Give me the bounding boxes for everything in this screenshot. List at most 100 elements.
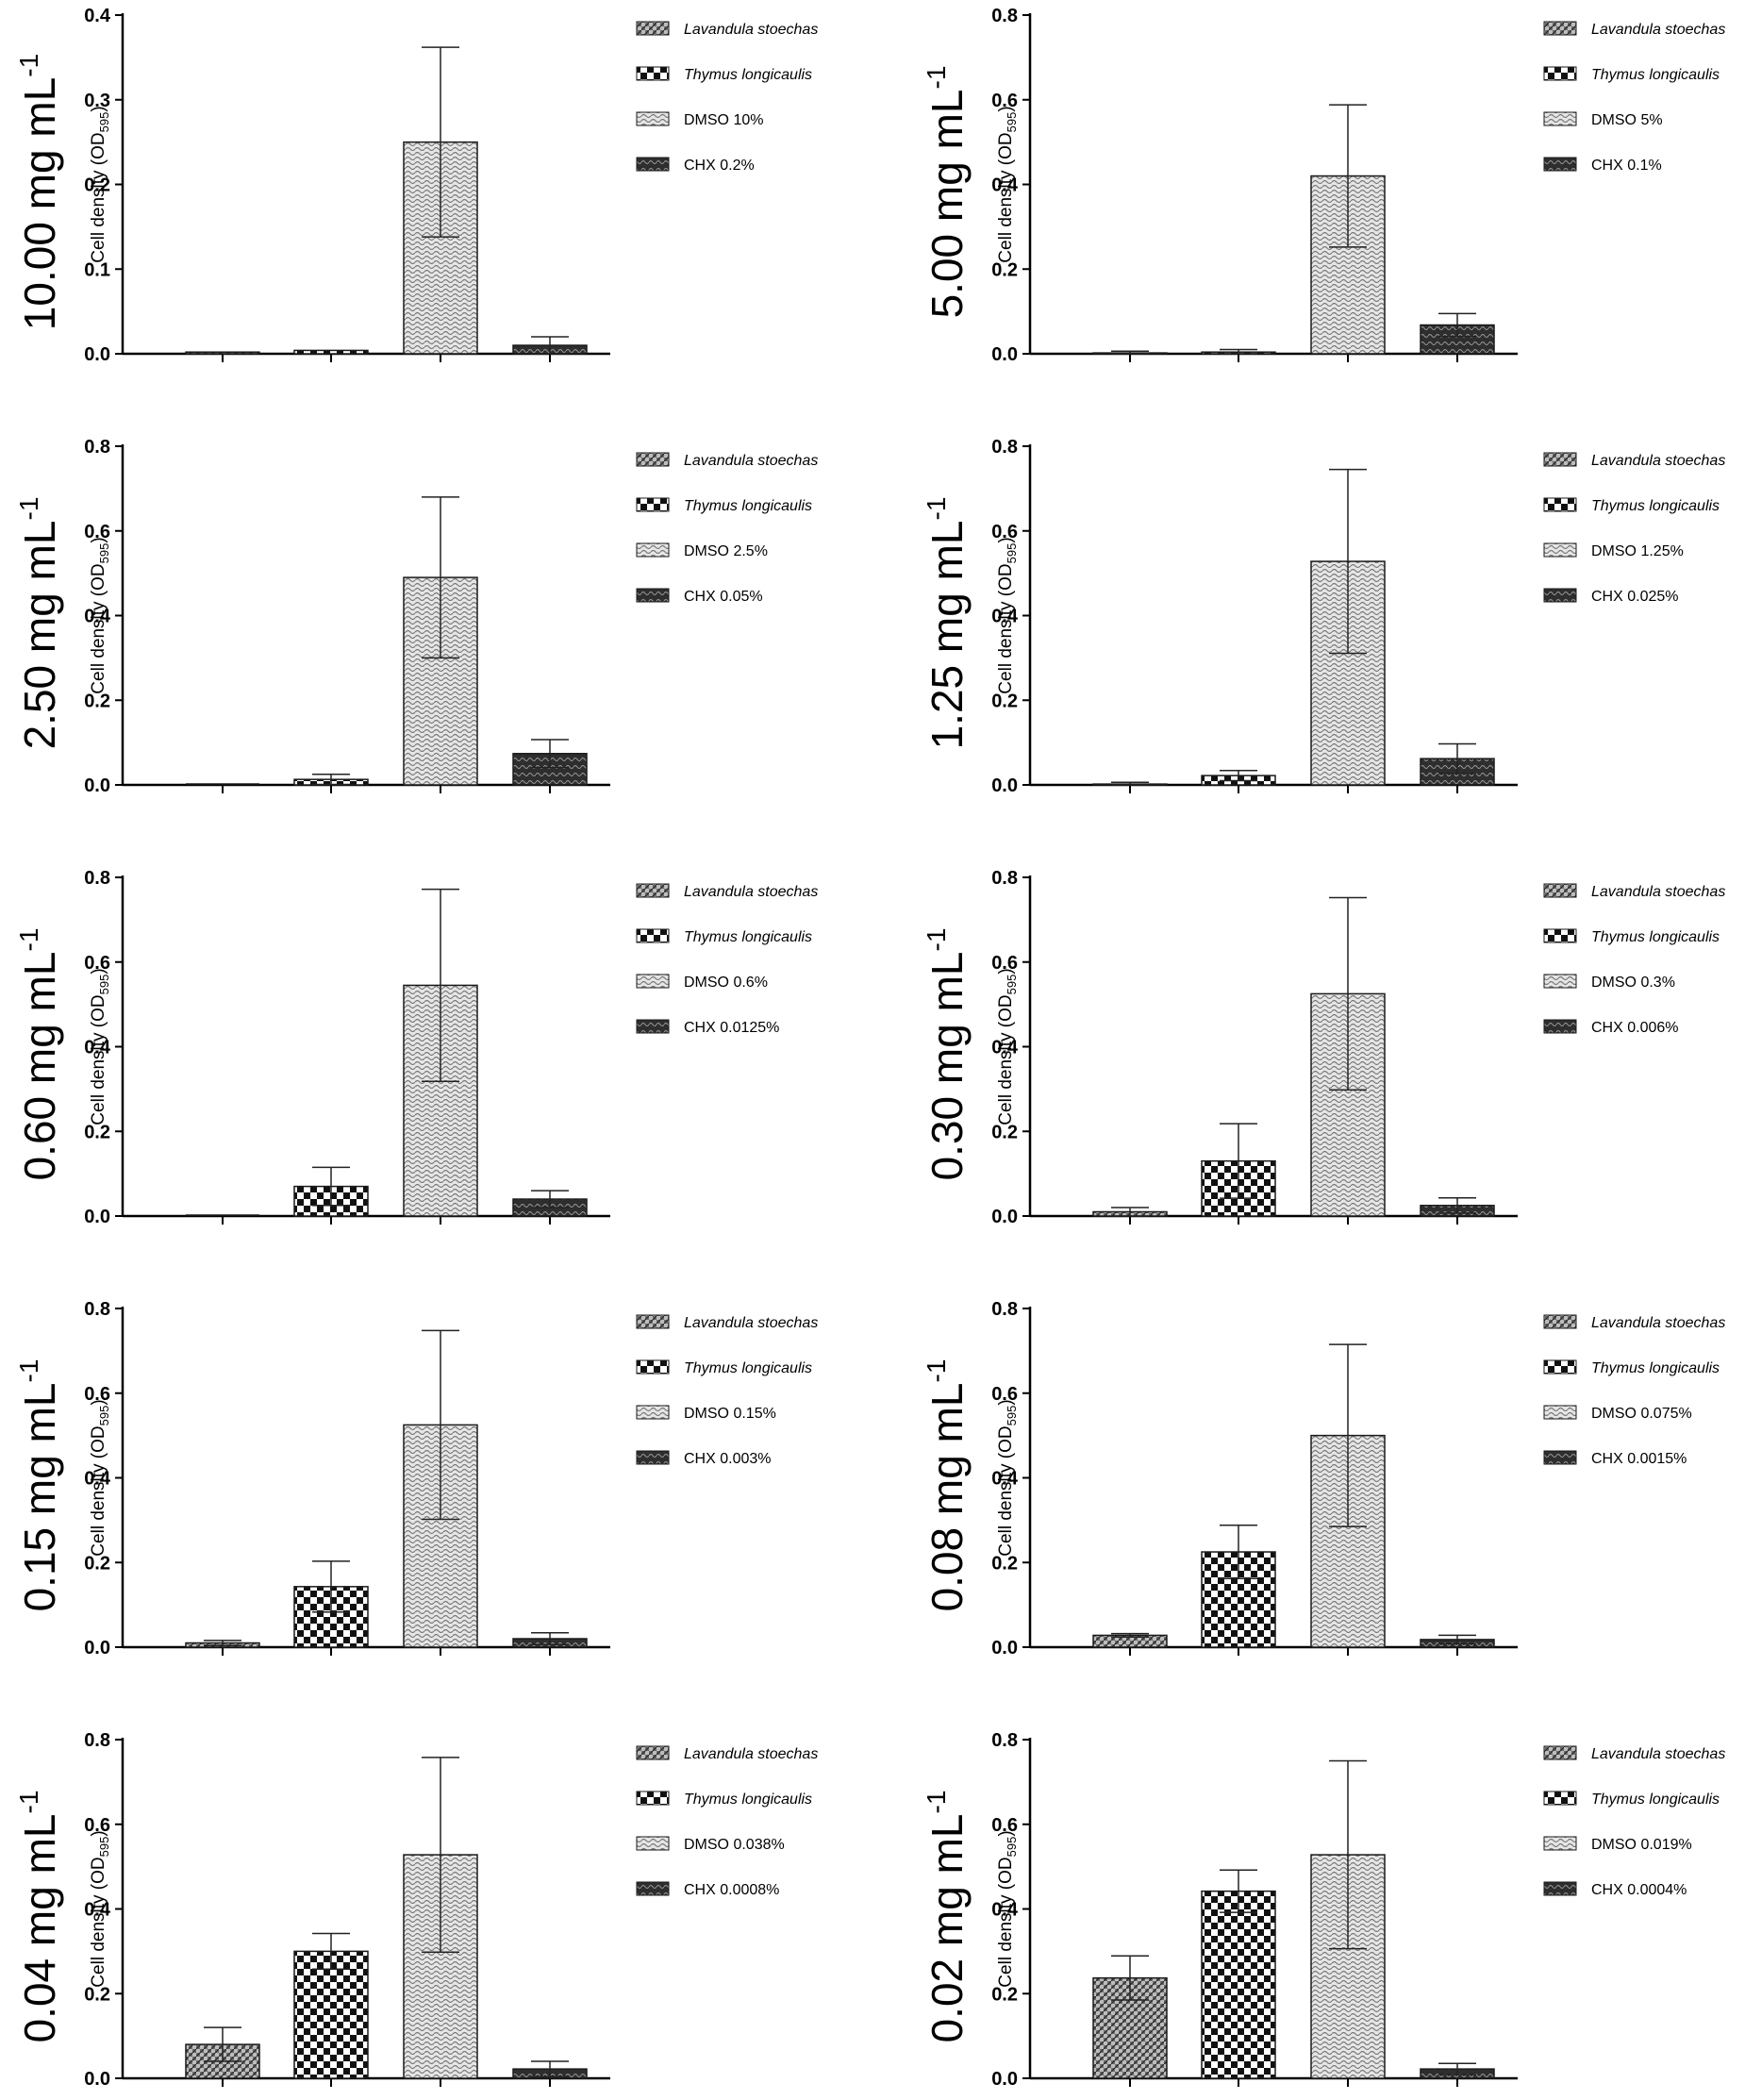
legend-swatch — [1543, 1405, 1577, 1420]
chart-panel-8: 0.08 mg mL-1 Cell density (OD595) 0.0 0.2 0.… — [922, 1299, 1725, 1658]
legend-swatch — [1543, 974, 1577, 989]
legend-label: Lavandula stoechas — [684, 1746, 818, 1762]
legend-swatch — [636, 1791, 670, 1806]
y-tick-label: 0.2 — [84, 175, 110, 196]
legend-label: DMSO 0.6% — [684, 975, 768, 991]
legend-swatch — [636, 1314, 670, 1329]
legend-label: DMSO 2.5% — [684, 543, 768, 559]
panel-title: 0.60 mg mL-1 — [14, 928, 64, 1181]
y-tick-label: 0.6 — [991, 953, 1018, 974]
legend-label: Lavandula stoechas — [684, 453, 818, 469]
legend-label: CHX 0.0125% — [684, 1020, 779, 1036]
legend-label: Thymus longicaulis — [1591, 929, 1720, 945]
panel-title-value: 0.60 — [15, 1096, 64, 1181]
y-tick-label: 0.6 — [84, 522, 110, 542]
panel-title-value: 1.25 — [922, 665, 972, 750]
legend-label: Thymus longicaulis — [684, 1792, 812, 1808]
legend-label: Lavandula stoechas — [1591, 884, 1725, 900]
legend-swatch — [636, 21, 670, 36]
legend-label: Thymus longicaulis — [1591, 498, 1720, 514]
legend-label: Thymus longicaulis — [1591, 1360, 1720, 1376]
legend-swatch — [636, 1019, 670, 1034]
legend-swatch — [636, 588, 670, 603]
y-tick-label: 0.4 — [84, 1038, 111, 1058]
legend-label: Lavandula stoechas — [1591, 22, 1725, 38]
legend-label: Lavandula stoechas — [684, 884, 818, 900]
y-tick-label: 0.0 — [991, 2069, 1018, 2090]
legend-swatch — [636, 157, 670, 172]
panel-title-exponent: -1 — [14, 928, 43, 952]
legend-swatch — [1543, 1745, 1577, 1760]
legend-label: DMSO 0.038% — [684, 1837, 785, 1853]
y-axis-label: Cell density (OD595) — [996, 106, 1019, 262]
legend-swatch — [636, 974, 670, 989]
legend-swatch — [1543, 1450, 1577, 1465]
legend-label: Thymus longicaulis — [684, 498, 812, 514]
legend-swatch — [1543, 1314, 1577, 1329]
y-tick-label: 0.8 — [991, 868, 1018, 889]
panel-title-value: 2.50 — [15, 665, 64, 750]
panel-title-exponent: -1 — [922, 66, 951, 90]
y-tick-label: 0.6 — [991, 522, 1018, 542]
y-tick-label: 0.4 — [84, 6, 111, 26]
panel-title-value: 0.04 — [15, 1958, 64, 2043]
chart-panel-4: 1.25 mg mL-1 Cell density (OD595) 0.0 0.2 0.… — [922, 437, 1725, 796]
legend-swatch — [1543, 66, 1577, 81]
y-tick-label: 0.8 — [991, 1299, 1018, 1320]
y-tick-label: 0.6 — [991, 1384, 1018, 1405]
y-tick-label: 0.2 — [991, 259, 1018, 280]
chart-panel-9: 0.04 mg mL-1 Cell density (OD595) 0.0 0.2 0.… — [14, 1730, 818, 2090]
y-tick-label: 0.0 — [991, 1638, 1018, 1658]
panel-title-exponent: -1 — [14, 54, 43, 77]
panel-title-unit: mg mL — [15, 521, 64, 665]
y-tick-label: 0.6 — [84, 1384, 110, 1405]
y-tick-label: 0.2 — [991, 1122, 1018, 1142]
legend-label: CHX 0.05% — [684, 589, 763, 605]
panel-title: 5.00 mg mL-1 — [922, 66, 972, 319]
legend-swatch — [1543, 111, 1577, 126]
panel-title-value: 0.30 — [922, 1096, 972, 1181]
legend-swatch — [636, 1450, 670, 1465]
panel-title-unit: mg mL — [15, 1383, 64, 1527]
y-tick-label: 0.0 — [84, 2069, 110, 2090]
legend-label: DMSO 5% — [1591, 112, 1663, 128]
y-tick-label: 0.2 — [84, 1122, 110, 1142]
legend-swatch — [636, 1405, 670, 1420]
y-tick-label: 0.8 — [84, 1730, 110, 1751]
legend-label: Lavandula stoechas — [1591, 1746, 1725, 1762]
y-axis-label: Cell density (OD595) — [996, 968, 1019, 1125]
legend-swatch — [1543, 928, 1577, 943]
legend-swatch — [1543, 157, 1577, 172]
legend-label: DMSO 0.3% — [1591, 975, 1675, 991]
panel-title: 0.08 mg mL-1 — [922, 1359, 972, 1612]
panel-title-unit: mg mL — [922, 952, 972, 1096]
legend-label: CHX 0.025% — [1591, 589, 1679, 605]
panel-title-value: 0.08 — [922, 1527, 972, 1612]
legend-swatch — [1543, 1359, 1577, 1375]
y-axis-label: Cell density (OD595) — [89, 106, 111, 262]
y-tick-label: 0.0 — [84, 1638, 110, 1658]
y-axis-label: Cell density (OD595) — [89, 1399, 111, 1556]
y-axis-label: Cell density (OD595) — [996, 537, 1019, 693]
legend-swatch — [636, 542, 670, 558]
panel-title-unit: mg mL — [922, 1814, 972, 1958]
y-tick-label: 0.6 — [991, 1815, 1018, 1836]
legend-swatch — [1543, 542, 1577, 558]
y-tick-label: 0.1 — [84, 259, 110, 280]
y-axis-label: Cell density (OD595) — [996, 1830, 1019, 1987]
y-tick-label: 0.4 — [84, 1900, 111, 1921]
panel-title-exponent: -1 — [14, 497, 43, 521]
y-tick-label: 0.8 — [84, 437, 110, 458]
legend-label: CHX 0.2% — [684, 158, 755, 174]
legend-label: CHX 0.0008% — [684, 1882, 779, 1898]
y-axis-label: Cell density (OD595) — [996, 1399, 1019, 1556]
legend-swatch — [1543, 1881, 1577, 1896]
legend-label: CHX 0.006% — [1591, 1020, 1679, 1036]
legend-swatch — [1543, 588, 1577, 603]
legend-label: Thymus longicaulis — [1591, 67, 1720, 83]
chart-panel-3: 2.50 mg mL-1 Cell density (OD595) 0.0 0.2 0.… — [14, 437, 818, 796]
chart-panel-10: 0.02 mg mL-1 Cell density (OD595) 0.0 0.2 0.… — [922, 1730, 1725, 2090]
legend-swatch — [636, 66, 670, 81]
panel-title-exponent: -1 — [922, 928, 951, 952]
y-tick-label: 0.4 — [991, 175, 1019, 196]
